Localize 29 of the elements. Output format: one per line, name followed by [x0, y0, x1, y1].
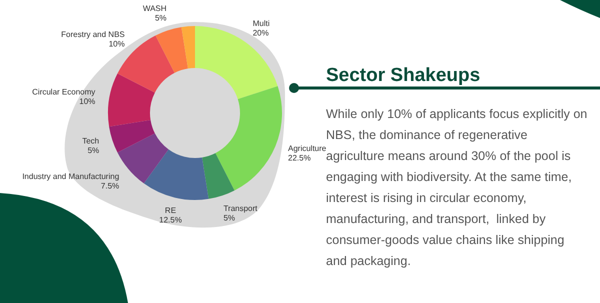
data-label: 5%: [223, 213, 236, 222]
text: While only 10% of applicants focus explicitly on NBS, the dominance of regenerative agriculture means around 30% of the pool is engaging with biodiversity. At the same time, interest is rising in circular economy, manufacturing, and transport, linked by consumer-goods value chains like shipping and packaging.: [326, 107, 588, 268]
data-label: 20%: [252, 28, 269, 38]
donut-slice: [144, 149, 209, 200]
data-label: 10%: [79, 97, 96, 106]
donut-slice: [195, 26, 278, 100]
slice-label: Circular Economy: [32, 88, 96, 97]
slice-label: RE: [164, 206, 176, 216]
donut-slice: [156, 27, 188, 73]
slice-label: Forestry and NBS: [61, 30, 125, 39]
donut-slice: [108, 74, 155, 127]
data-label: 5%: [88, 146, 100, 155]
donut-slice: [181, 26, 195, 69]
data-label: 12.5%: [159, 216, 182, 225]
donut-slice: [117, 133, 169, 184]
text: Sector Shakeups: [326, 65, 480, 86]
slice-label: WASH: [142, 4, 167, 14]
slice-label: Tech: [82, 136, 100, 146]
slice-label: Industry and Manufacturing: [22, 172, 120, 182]
data-label: 10%: [108, 39, 125, 48]
donut-slice: [215, 86, 282, 191]
slice-label: Transport: [223, 204, 258, 213]
donut-slice: [202, 153, 234, 199]
donut-slice: [109, 120, 155, 152]
data-label: 22.5%: [288, 154, 311, 163]
slice-label: Agriculture: [288, 144, 327, 154]
slice-label: Multi: [252, 19, 270, 28]
data-label: 7.5%: [100, 182, 120, 191]
data-label: 5%: [154, 14, 167, 23]
